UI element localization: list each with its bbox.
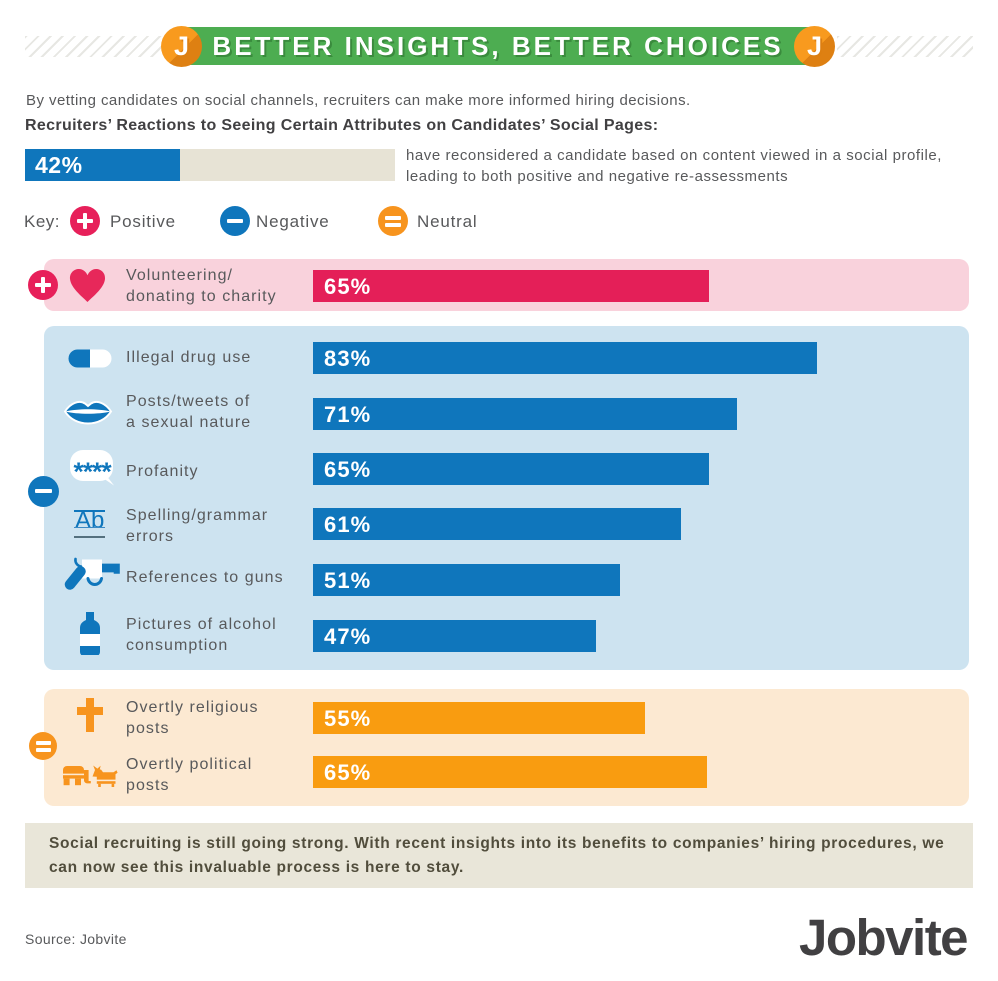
svg-text:****: **** — [74, 457, 113, 487]
